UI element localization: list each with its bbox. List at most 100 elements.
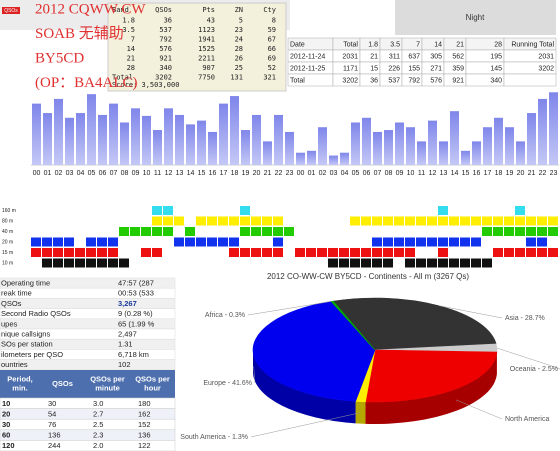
rate-cell: 120	[2, 441, 15, 450]
date-table-header: 3.5	[390, 41, 400, 48]
stats-label: QSOs	[1, 299, 22, 308]
rate-header: QSOs per minute	[90, 374, 125, 392]
pie-label: Asia - 28.7%	[505, 315, 545, 322]
band-table-header: ZN	[235, 6, 243, 14]
date-table-cell-bg	[503, 73, 557, 87]
x-tick-label: 04	[341, 170, 349, 177]
date-table-header: 14	[434, 41, 442, 48]
activity-cell	[218, 216, 228, 226]
bar	[307, 150, 316, 165]
rate-cell: 30	[48, 399, 56, 408]
pie-label: North America	[505, 416, 549, 423]
band-table-cell: 1941	[198, 36, 215, 44]
bar	[230, 96, 239, 165]
date-table-cell: 340	[490, 77, 502, 84]
bar	[32, 103, 41, 165]
bar	[76, 113, 85, 165]
activity-cell	[416, 216, 426, 226]
date-table-header: 1.8	[368, 41, 378, 48]
activity-cell	[438, 258, 448, 268]
x-tick-label: 19	[242, 170, 250, 177]
activity-cell	[273, 216, 283, 226]
band-table-cell: 792	[159, 36, 172, 44]
x-tick-label: 20	[253, 170, 261, 177]
band-table-cell: 26	[235, 55, 243, 63]
activity-cell	[31, 248, 41, 257]
activity-cell	[372, 216, 382, 226]
activity-cell	[361, 216, 371, 226]
date-table-cell: 359	[452, 65, 464, 72]
activity-cell	[350, 258, 360, 268]
rate-cell: 2.5	[93, 420, 103, 429]
activity-cell	[526, 227, 536, 236]
stats-label: nique callsigns	[1, 329, 50, 338]
date-table-cell: 3202	[342, 77, 358, 84]
activity-cell	[394, 248, 404, 257]
activity-cell	[251, 227, 261, 236]
activity-cell	[537, 216, 547, 226]
bar	[472, 141, 481, 165]
stats-label: SOs per station	[1, 340, 53, 349]
rate-header: QSOs	[52, 379, 73, 388]
band-table-cell: 67	[268, 36, 276, 44]
activity-cell	[174, 237, 184, 247]
x-tick-label: 17	[484, 170, 492, 177]
activity-cell	[350, 216, 360, 226]
activity-cell	[240, 206, 250, 215]
activity-cell	[152, 227, 162, 236]
activity-cell	[130, 227, 140, 236]
stats-row-bg	[0, 359, 176, 371]
rate-cell: 2.7	[93, 409, 103, 418]
x-tick-label: 18	[495, 170, 503, 177]
rate-cell: 10	[2, 399, 10, 408]
rate-header-line: min.	[12, 383, 27, 392]
date-table-header: 7	[416, 41, 420, 48]
pie-slice-side	[365, 352, 497, 424]
activity-cell	[537, 227, 547, 236]
x-tick-label: 14	[451, 170, 459, 177]
rate-cell: 2.0	[93, 441, 103, 450]
activity-cell	[449, 258, 459, 268]
stats-row-bg	[0, 298, 176, 309]
date-table-cell: Total	[290, 77, 305, 84]
band-table-cell: 28	[127, 64, 135, 72]
rate-cell: 180	[138, 399, 151, 408]
band-label: 160 m	[2, 208, 16, 214]
activity-cell	[405, 237, 415, 247]
activity-cell	[361, 248, 371, 257]
bar	[538, 98, 547, 165]
stats-label: upes	[1, 319, 18, 328]
rate-cell: 162	[138, 409, 151, 418]
band-table-cell: 23	[235, 26, 243, 34]
activity-cell	[482, 227, 492, 236]
bar	[461, 150, 470, 165]
activity-cell	[152, 216, 162, 226]
rate-cell: 30	[2, 420, 10, 429]
stats-value: 6,718 km	[118, 350, 149, 359]
activity-cell	[53, 258, 63, 268]
activity-cell	[394, 216, 404, 226]
bar	[318, 127, 327, 165]
bar	[417, 141, 426, 165]
date-table-cell: 537	[388, 77, 400, 84]
band-table-cell: 1123	[198, 26, 215, 34]
activity-cell	[438, 248, 448, 257]
band-table-cell: 21	[127, 55, 135, 63]
activity-cell	[471, 237, 481, 247]
activity-cell	[504, 216, 514, 226]
activity-cell	[350, 248, 360, 257]
band-table-cell: 28	[235, 45, 243, 53]
date-table-cell: 145	[490, 65, 502, 72]
date-table-header: Running Total	[511, 41, 554, 48]
x-tick-label: 17	[220, 170, 228, 177]
bar	[186, 124, 195, 165]
pie-title: 2012 CO-WW-CW BY5CD - Continents - All m…	[267, 272, 469, 281]
activity-cell	[240, 227, 250, 236]
stats-label: ountries	[1, 360, 28, 369]
activity-cell	[427, 216, 437, 226]
date-table-cell: 311	[389, 53, 400, 60]
band-table-cell: 69	[268, 55, 276, 63]
date-table-header: Date	[290, 41, 305, 48]
x-tick-label: 12	[165, 170, 173, 177]
x-tick-label: 05	[88, 170, 96, 177]
